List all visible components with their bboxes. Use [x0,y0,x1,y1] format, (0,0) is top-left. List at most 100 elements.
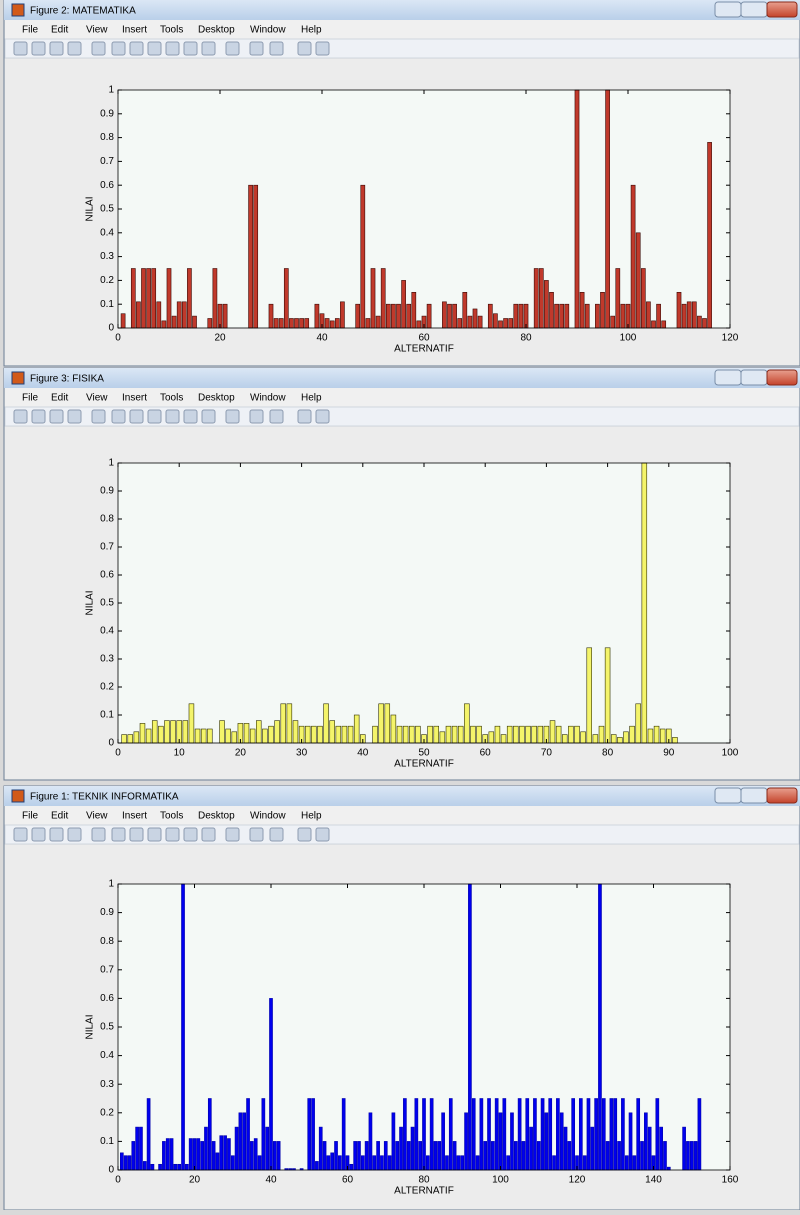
menu-item[interactable]: Help [301,25,322,36]
menu-item[interactable]: View [86,811,108,822]
toolbar-button[interactable] [112,410,125,423]
toolbar-button[interactable] [68,410,81,423]
y-tick-label: 0.3 [100,251,114,262]
menu-item[interactable]: File [22,811,39,822]
minimize-button[interactable] [715,370,741,385]
minimize-button[interactable] [715,2,741,17]
toolbar-button[interactable] [316,828,329,841]
toolbar-button[interactable] [50,410,63,423]
toolbar-button[interactable] [32,828,45,841]
bar [147,269,151,329]
toolbar-button[interactable] [316,42,329,55]
toolbar-button[interactable] [202,410,215,423]
bar [504,318,508,328]
bar [171,721,176,743]
menu-item[interactable]: Edit [51,25,68,36]
toolbar-button[interactable] [226,42,239,55]
toolbar-button[interactable] [166,828,179,841]
toolbar-button[interactable] [68,42,81,55]
bar [595,1099,598,1171]
y-tick-label: 0.2 [100,1107,114,1118]
toolbar-button[interactable] [270,410,283,423]
menu-item[interactable]: Window [250,811,286,822]
maximize-button[interactable] [741,2,767,17]
toolbar-button[interactable] [92,410,105,423]
toolbar-button[interactable] [184,410,197,423]
menu-item[interactable]: Window [250,393,286,404]
toolbar-button[interactable] [50,828,63,841]
bar [201,729,206,743]
menu-item[interactable]: Help [301,393,322,404]
toolbar-button[interactable] [148,828,161,841]
toolbar-button[interactable] [166,42,179,55]
menu-item[interactable]: Window [250,25,286,36]
bar [697,316,701,328]
bar [560,304,564,328]
bar [330,721,335,743]
toolbar-button[interactable] [32,410,45,423]
toolbar-button[interactable] [14,410,27,423]
menu-item[interactable]: Desktop [198,393,235,404]
toolbar-button[interactable] [298,42,311,55]
bar [631,185,635,328]
maximize-button[interactable] [741,370,767,385]
toolbar-button[interactable] [130,410,143,423]
close-button[interactable] [767,2,797,17]
menu-item[interactable]: Desktop [198,811,235,822]
bar [193,1139,196,1170]
menu-item[interactable]: Insert [122,811,147,822]
menu-item[interactable]: Insert [122,393,147,404]
menu-item[interactable]: File [22,25,39,36]
menu-item[interactable]: View [86,25,108,36]
menu-item[interactable]: View [86,393,108,404]
toolbar-button[interactable] [298,828,311,841]
toolbar-button[interactable] [166,410,179,423]
menu-item[interactable]: Edit [51,811,68,822]
toolbar-button[interactable] [270,42,283,55]
bar [121,314,125,328]
menu-item[interactable]: File [22,393,39,404]
toolbar-button[interactable] [316,410,329,423]
toolbar-button[interactable] [14,42,27,55]
page: Figure 2: MATEMATIKAFileEditViewInsertTo… [0,0,800,1210]
toolbar-button[interactable] [112,828,125,841]
menu-item[interactable]: Insert [122,25,147,36]
menu-item[interactable]: Tools [160,811,183,822]
bar [468,884,471,1170]
toolbar-button[interactable] [112,42,125,55]
toolbar-button[interactable] [250,828,263,841]
close-button[interactable] [767,370,797,385]
toolbar-button[interactable] [250,42,263,55]
bar [315,1161,318,1170]
menu-item[interactable]: Tools [160,25,183,36]
y-tick-label: 0.7 [100,964,114,975]
toolbar-button[interactable] [184,42,197,55]
toolbar-button[interactable] [92,828,105,841]
toolbar-button[interactable] [202,42,215,55]
bar [384,1141,387,1170]
toolbar-button[interactable] [298,410,311,423]
minimize-button[interactable] [715,788,741,803]
toolbar-button[interactable] [92,42,105,55]
toolbar-button[interactable] [130,42,143,55]
menu-item[interactable]: Tools [160,393,183,404]
bar [120,1153,123,1170]
maximize-button[interactable] [741,788,767,803]
toolbar-button[interactable] [226,410,239,423]
menu-item[interactable]: Help [301,811,322,822]
toolbar-button[interactable] [14,828,27,841]
toolbar-button[interactable] [32,42,45,55]
close-button[interactable] [767,788,797,803]
toolbar-button[interactable] [130,828,143,841]
toolbar-button[interactable] [202,828,215,841]
menu-item[interactable]: Edit [51,393,68,404]
toolbar-button[interactable] [68,828,81,841]
toolbar-button[interactable] [148,42,161,55]
toolbar-button[interactable] [226,828,239,841]
toolbar-button[interactable] [270,828,283,841]
toolbar-button[interactable] [250,410,263,423]
toolbar-button[interactable] [50,42,63,55]
toolbar-button[interactable] [184,828,197,841]
menu-item[interactable]: Desktop [198,25,235,36]
toolbar-button[interactable] [148,410,161,423]
